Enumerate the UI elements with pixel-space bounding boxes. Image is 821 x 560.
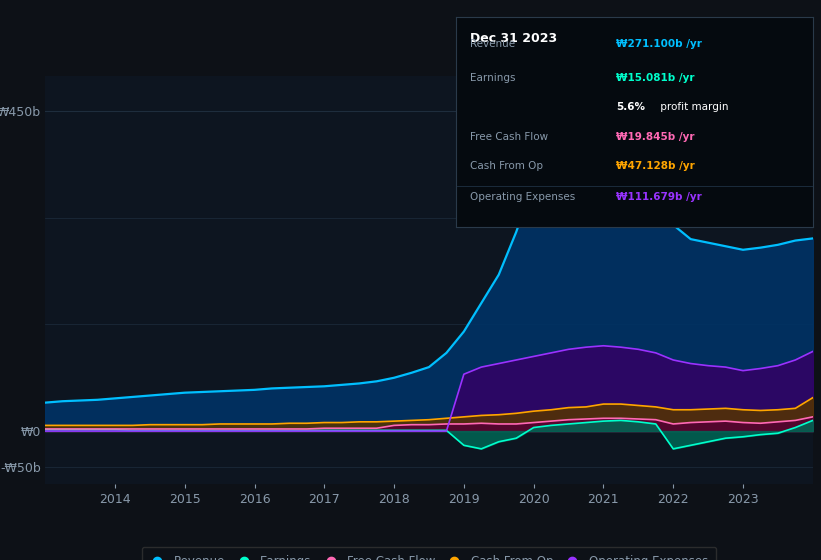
Text: 5.6%: 5.6% [617,102,645,112]
Text: Dec 31 2023: Dec 31 2023 [470,31,557,44]
Bar [456,51,813,52]
Text: Free Cash Flow: Free Cash Flow [470,132,548,142]
Text: ₩15.081b /yr: ₩15.081b /yr [617,73,695,83]
Text: profit margin: profit margin [658,102,729,112]
Text: ₩111.679b /yr: ₩111.679b /yr [617,193,702,202]
Text: ₩47.128b /yr: ₩47.128b /yr [617,161,695,171]
Text: Earnings: Earnings [470,73,516,83]
Text: Operating Expenses: Operating Expenses [470,193,576,202]
Legend: Revenue, Earnings, Free Cash Flow, Cash From Op, Operating Expenses: Revenue, Earnings, Free Cash Flow, Cash … [142,547,716,560]
Text: Cash From Op: Cash From Op [470,161,543,171]
Text: ₩271.100b /yr: ₩271.100b /yr [617,39,702,49]
Text: ₩19.845b /yr: ₩19.845b /yr [617,132,695,142]
Text: Revenue: Revenue [470,39,515,49]
